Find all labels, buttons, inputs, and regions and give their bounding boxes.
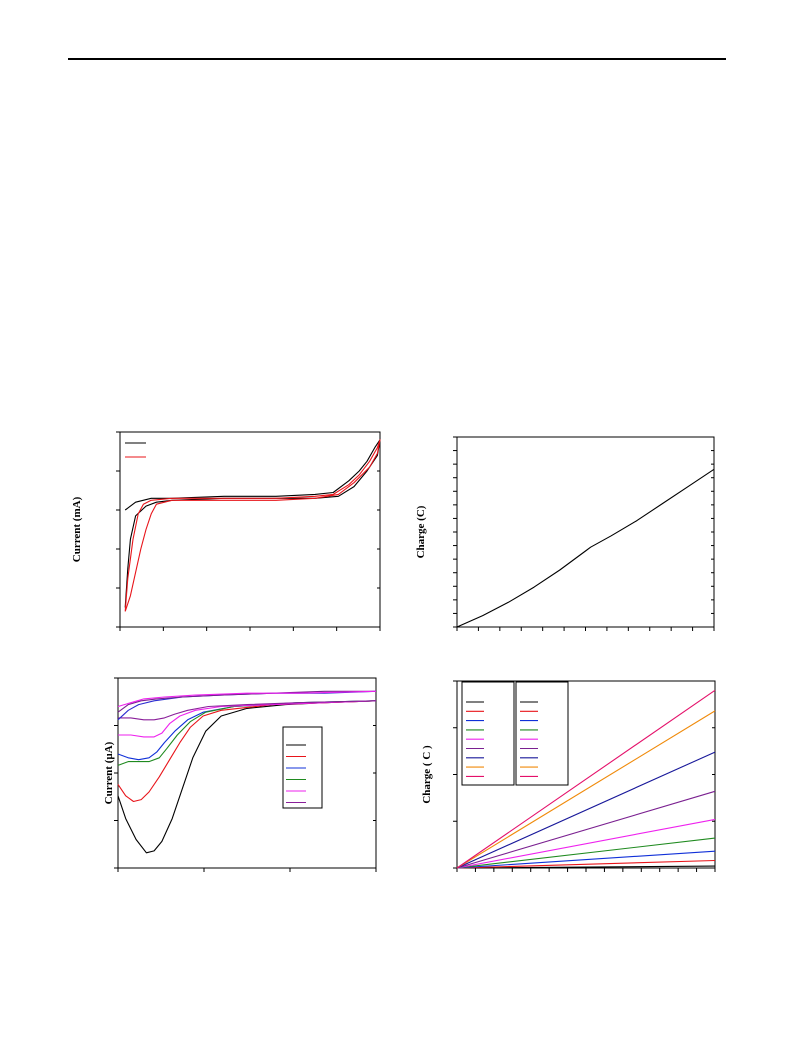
series-line-0 (456, 468, 715, 628)
plot-frame (117, 677, 377, 869)
series-line-8 (117, 690, 377, 708)
series-line-7 (117, 690, 376, 713)
y-axis-label: Current (µA) (103, 741, 115, 804)
plot-frame (119, 431, 381, 628)
lsv-series-chart: Current (µA) (103, 677, 377, 872)
plot-frame (456, 436, 715, 628)
legend-box-1 (515, 681, 569, 786)
series-line-5 (456, 790, 716, 869)
series-line-4 (118, 700, 377, 738)
charge-time-chart: Charge (C) (415, 436, 715, 631)
series-line-2 (117, 700, 377, 761)
series-line-1 (456, 859, 716, 869)
series-line-7 (456, 710, 716, 869)
cv-full-chart: Current (mA) (71, 431, 381, 631)
series-line-0 (117, 700, 377, 854)
y-axis-label: Charge (C) (415, 505, 427, 558)
y-axis-label: Charge ( C ) (421, 745, 433, 804)
series-line-3 (456, 837, 716, 869)
series-line-0 (124, 439, 381, 608)
series-line-2 (456, 850, 716, 869)
series-line-6 (456, 751, 716, 869)
legend-box-0 (461, 681, 515, 786)
charge-multi-chart: Charge ( C ) (421, 680, 716, 872)
y-axis-label: Current (mA) (71, 496, 83, 562)
series-line-3 (117, 700, 377, 766)
header-rule (68, 58, 726, 60)
series-line-8 (456, 689, 716, 869)
series-line-1 (117, 700, 377, 803)
series-line-5 (118, 700, 377, 721)
series-line-4 (456, 818, 716, 869)
series-line-1 (124, 439, 381, 612)
series-line-0 (456, 865, 716, 869)
